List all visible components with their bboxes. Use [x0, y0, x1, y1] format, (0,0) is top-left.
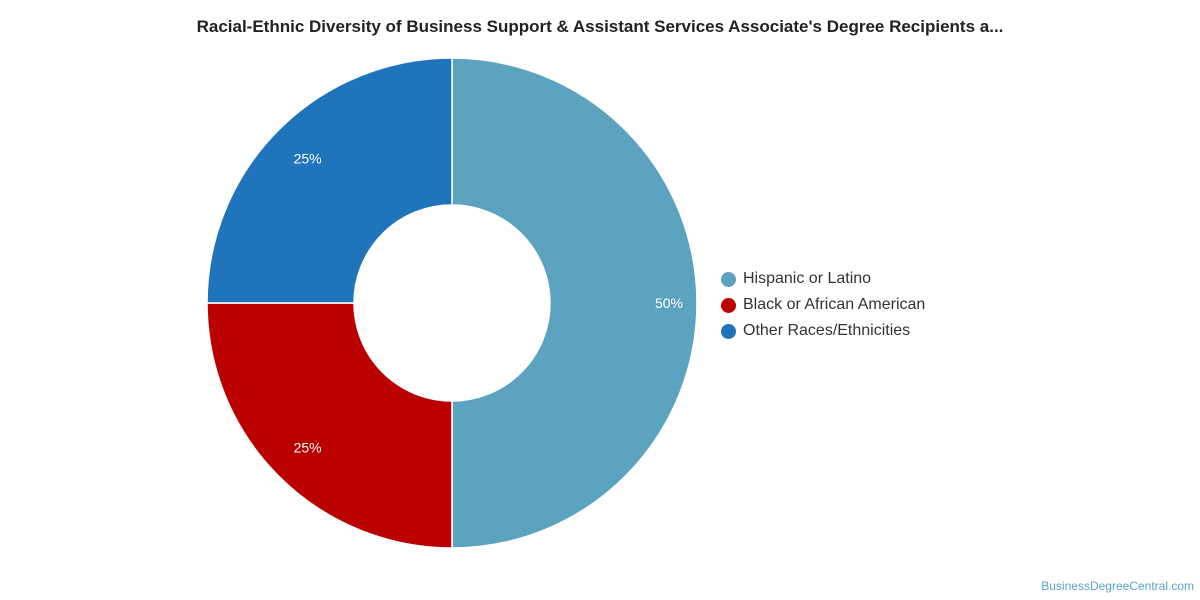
legend-item-black-or-african-american[interactable]: Black or African American: [721, 292, 925, 318]
slice-label-black-or-african-american: 25%: [294, 439, 322, 455]
slice-hispanic-or-latino[interactable]: [451, 57, 698, 549]
slice-black-or-african-american[interactable]: [206, 302, 453, 549]
legend-swatch: [721, 271, 736, 287]
slice-label-other-races-ethnicities: 25%: [294, 151, 322, 167]
chart-title: Racial-Ethnic Diversity of Business Supp…: [196, 17, 1004, 36]
legend-item-hispanic-or-latino[interactable]: Hispanic or Latino: [721, 266, 925, 292]
legend: Hispanic or Latino Black or African Amer…: [721, 266, 925, 344]
legend-swatch: [721, 323, 736, 339]
legend-label: Black or African American: [743, 296, 926, 313]
slice-label-hispanic-or-latino: 50%: [655, 295, 683, 311]
legend-label: Other Races/Ethnicities: [743, 322, 911, 339]
legend-item-other-races-ethnicities[interactable]: Other Races/Ethnicities: [721, 318, 925, 344]
source-watermark[interactable]: BusinessDegreeCentral.com: [1041, 579, 1194, 593]
legend-swatch: [721, 297, 736, 313]
legend-label: Hispanic or Latino: [743, 270, 872, 287]
slice-other-races-ethnicities[interactable]: [206, 57, 453, 304]
